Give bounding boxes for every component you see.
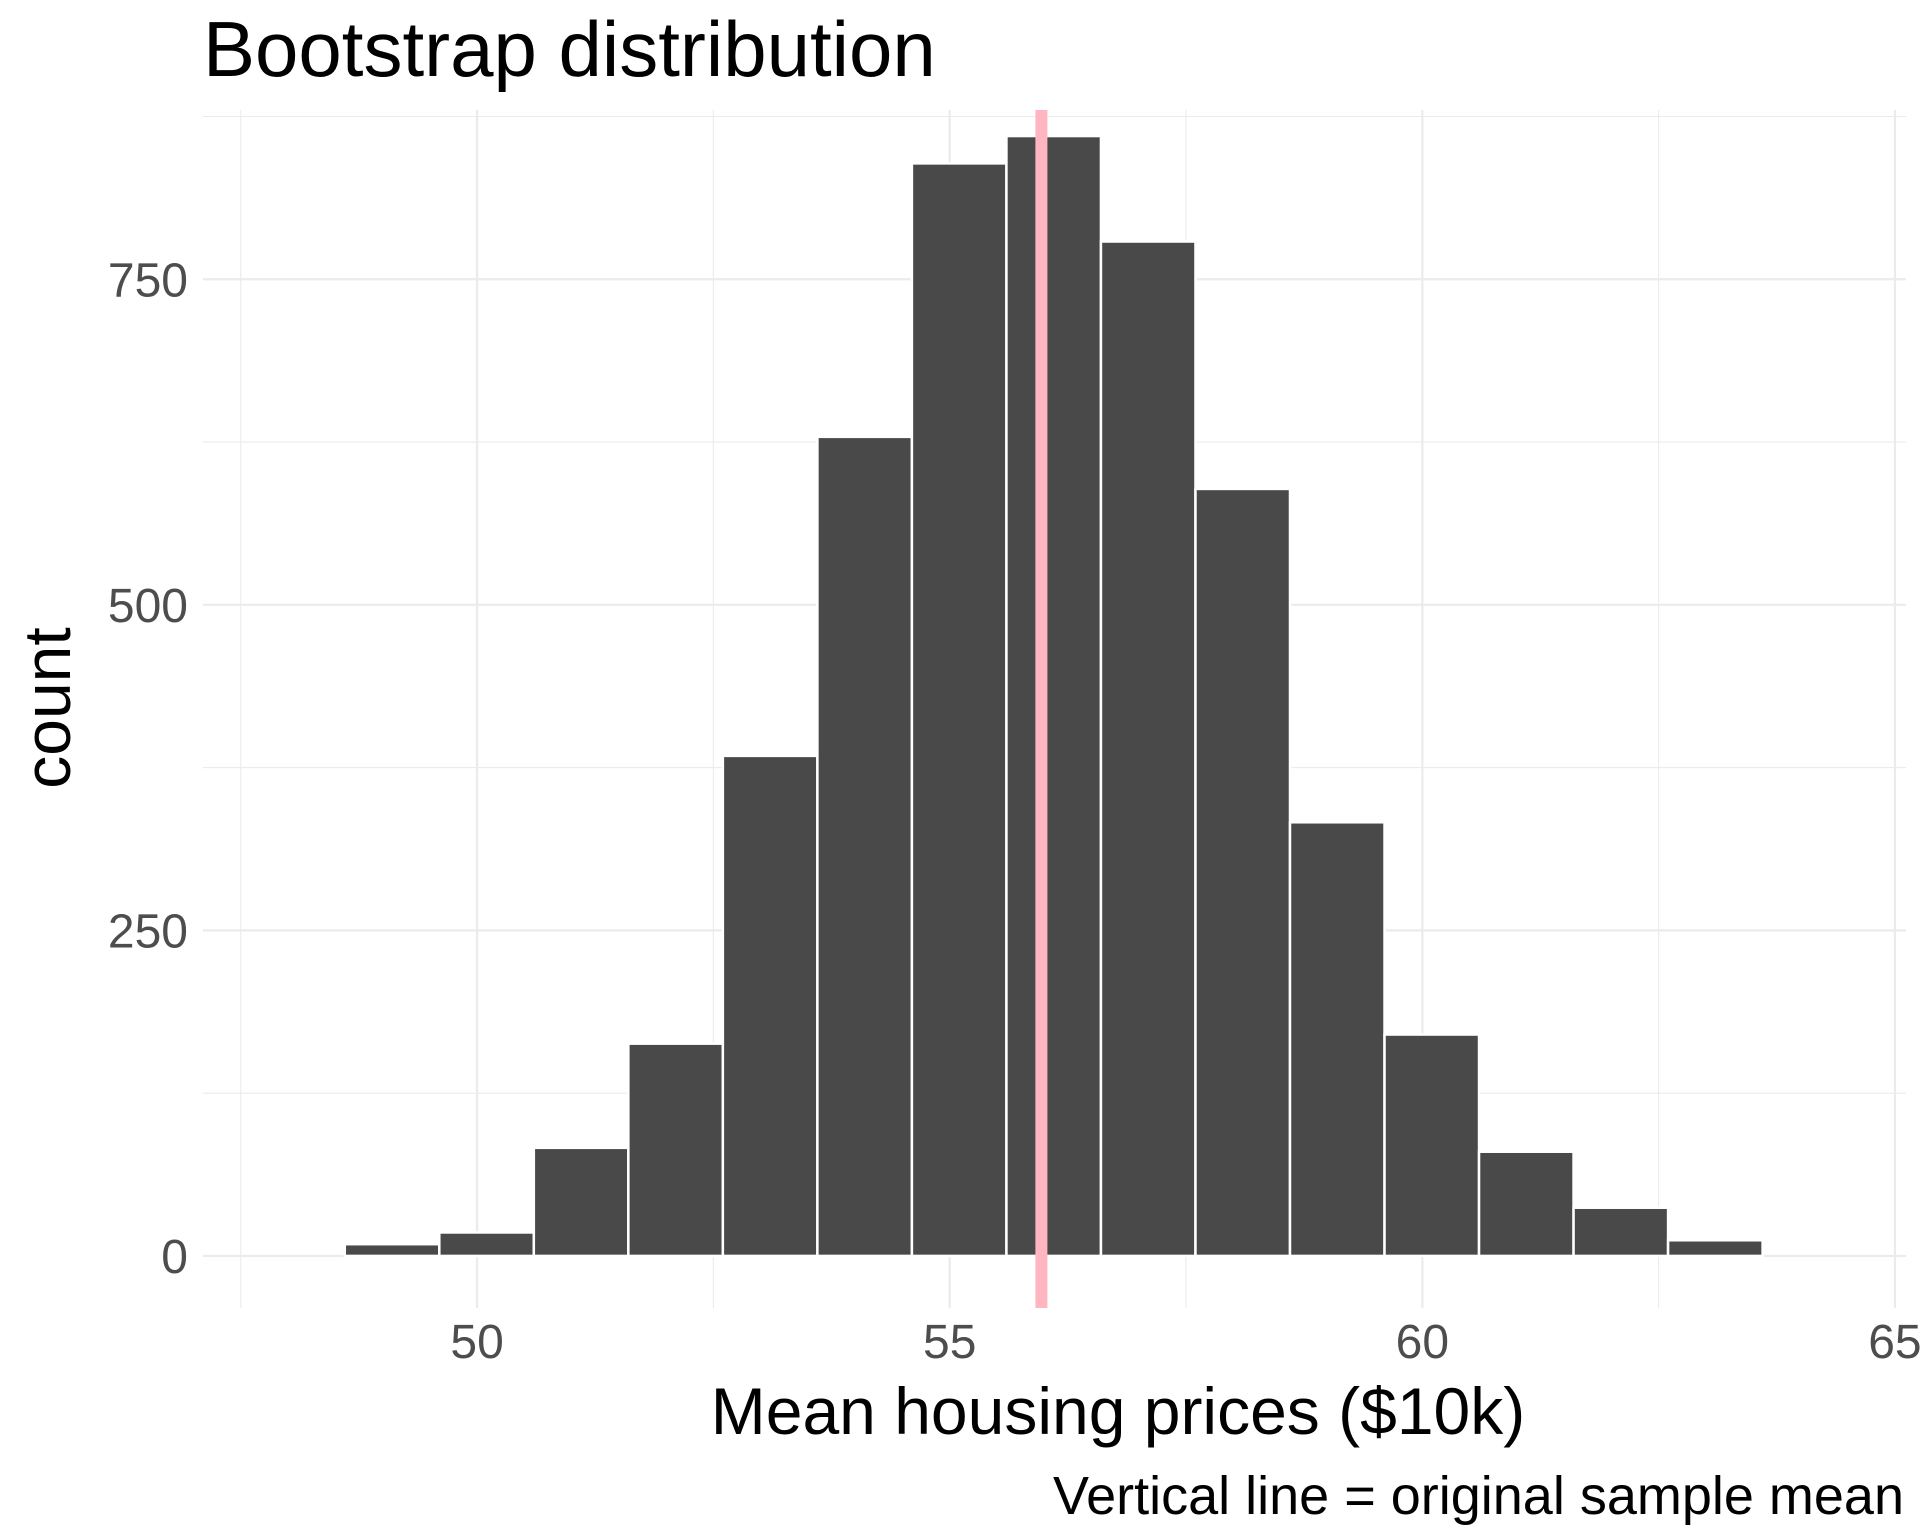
histogram-bar [1572,1206,1670,1258]
y-axis-ticks: 0 250 500 750 [108,254,188,1284]
histogram-bar [532,1146,630,1258]
chart-caption: Vertical line = original sample mean [1053,1466,1904,1526]
histogram-bars [343,134,1764,1258]
histogram-bar [1099,240,1197,1258]
y-tick-label: 750 [108,254,188,307]
histogram-bar [1005,134,1103,1258]
y-tick-label: 500 [108,580,188,633]
x-tick-label: 65 [1868,1316,1920,1369]
histogram-bar [1666,1239,1764,1258]
x-axis-ticks: 50 55 60 65 [450,1316,1920,1369]
histogram-bar [627,1042,725,1258]
y-axis-title: count [10,627,84,788]
chart-title: Bootstrap distribution [203,5,936,93]
x-tick-label: 50 [450,1316,503,1369]
histogram-bar [1383,1033,1481,1258]
histogram-bar [1288,821,1386,1258]
x-tick-label: 55 [923,1316,976,1369]
y-tick-label: 0 [161,1231,188,1284]
histogram-bar [721,754,819,1258]
histogram-bar [1477,1150,1575,1258]
histogram-bar [910,162,1008,1258]
histogram-bar [1194,487,1292,1258]
histogram-bar [438,1231,536,1258]
x-axis-title: Mean housing prices ($10k) [711,1374,1525,1448]
histogram-bar [343,1242,441,1258]
y-tick-label: 250 [108,905,188,958]
histogram-bar [816,435,914,1258]
x-tick-label: 60 [1396,1316,1449,1369]
